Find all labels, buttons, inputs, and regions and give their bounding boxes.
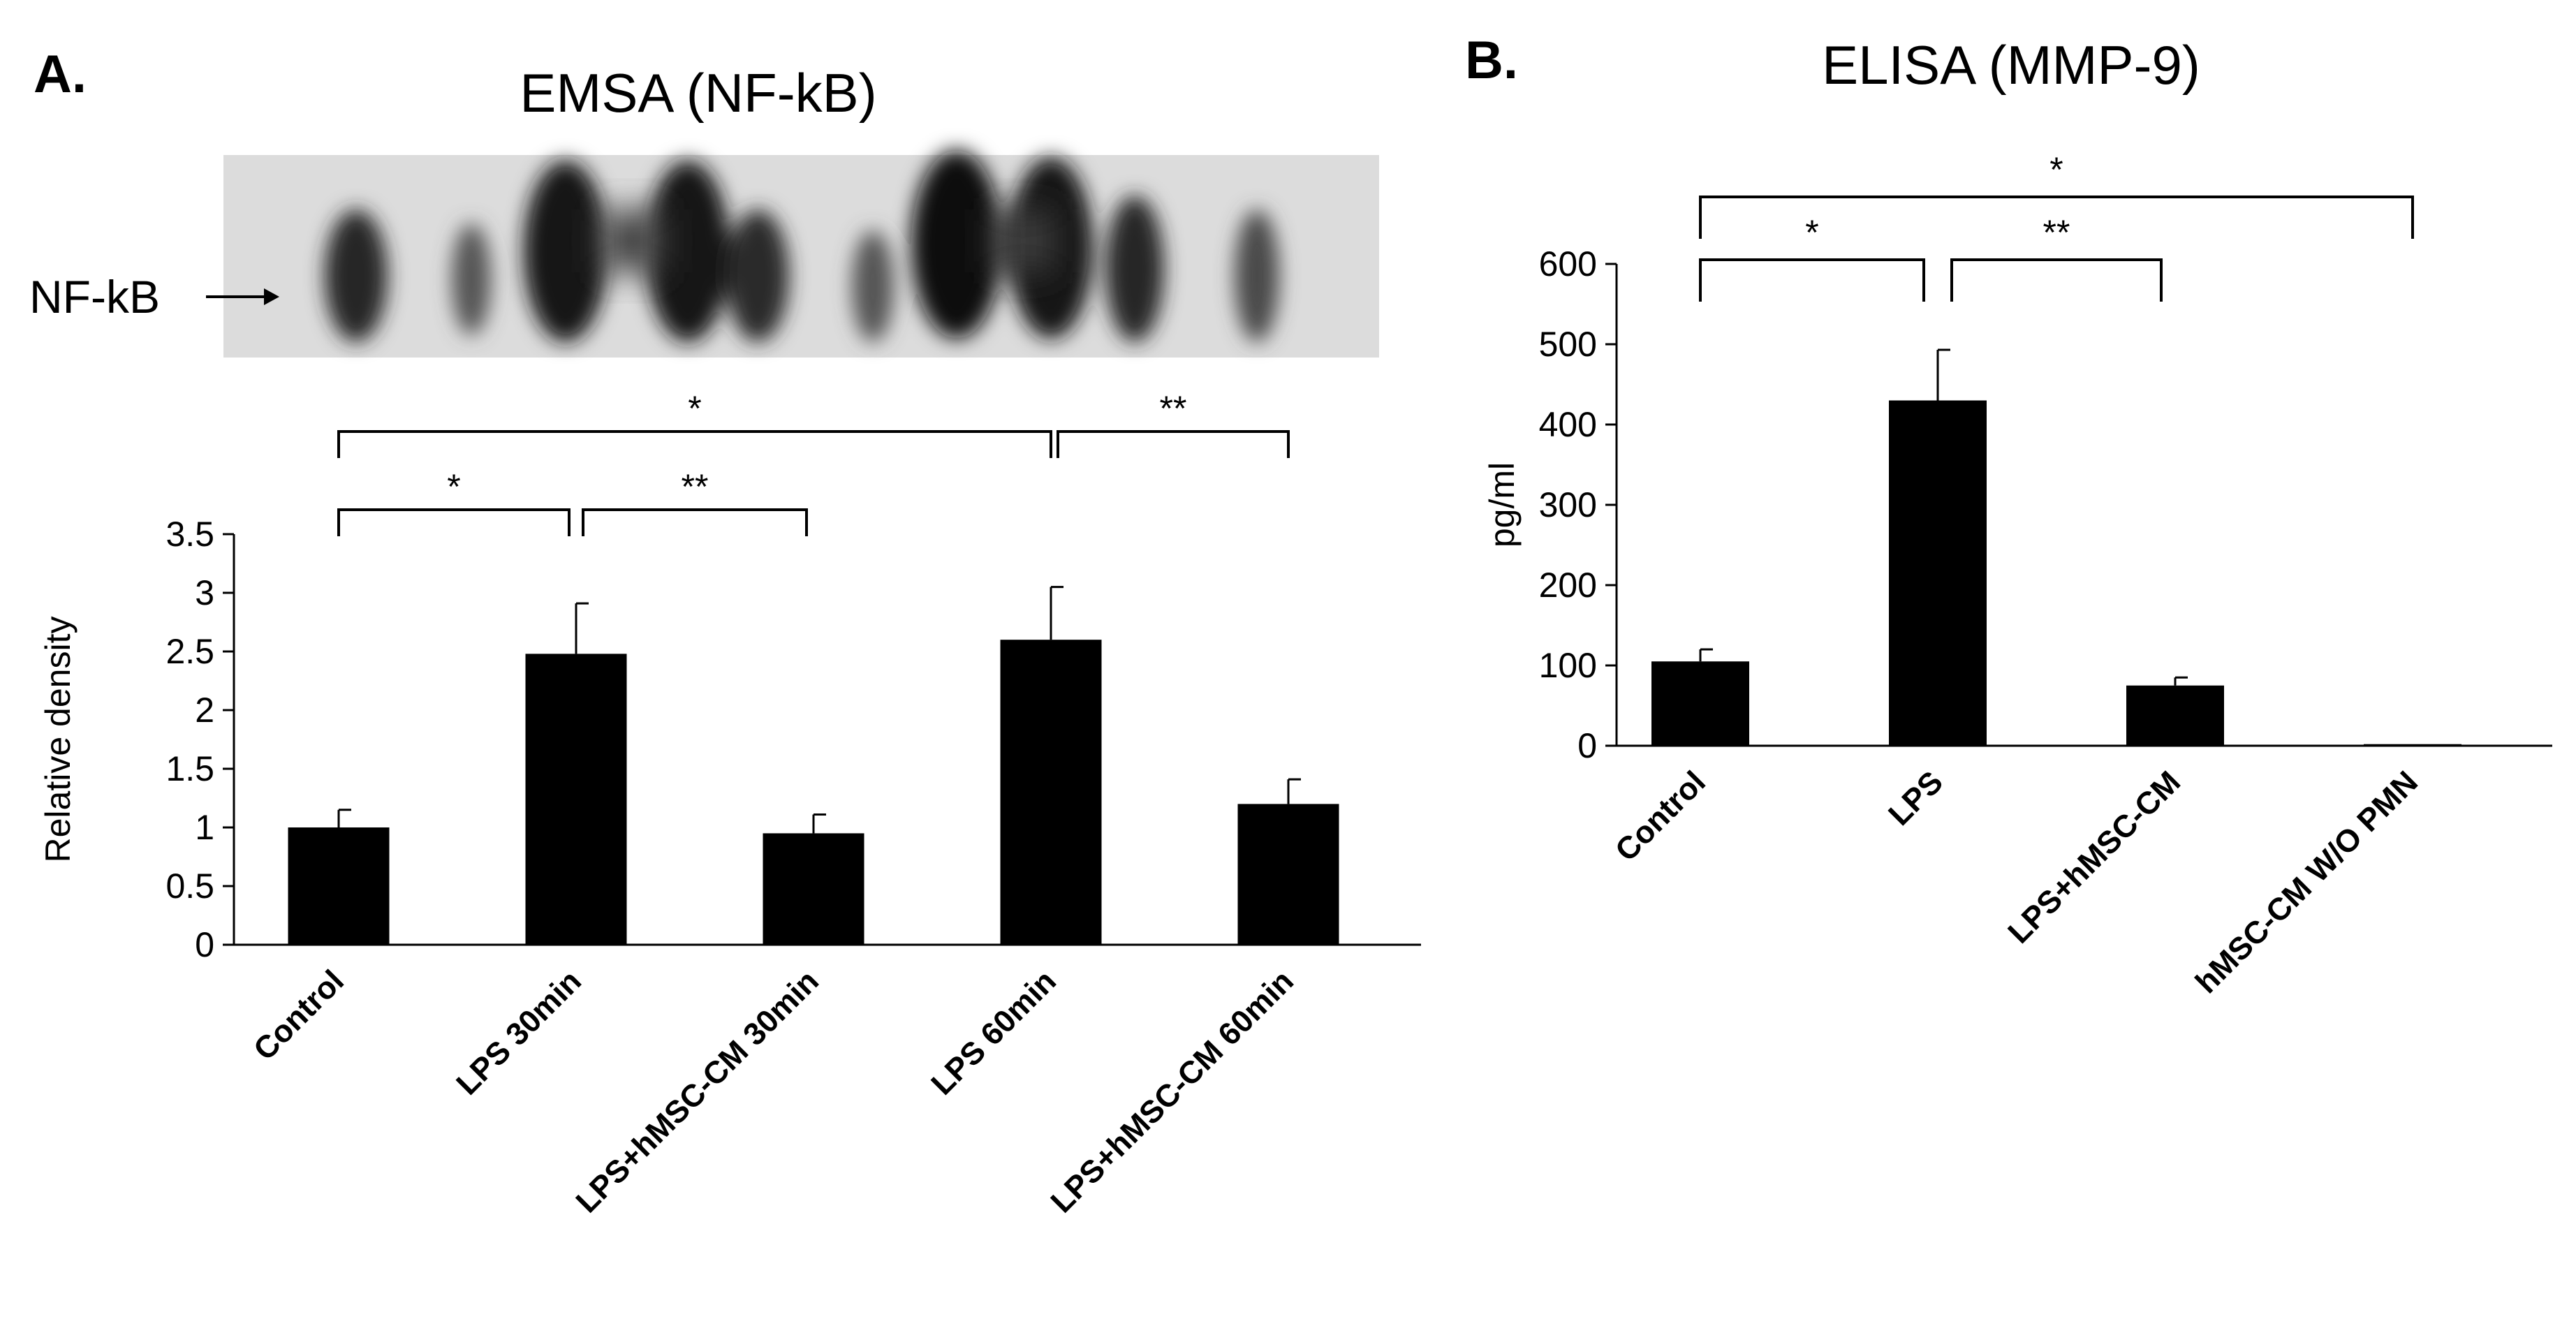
category-label: LPS [1881,764,1950,832]
y-tick-label: 200 [1539,566,1597,605]
y-axis-label: Relative density [38,617,78,863]
bar [763,833,864,945]
category-label: Control [246,963,351,1067]
chart-b: 0 100 200 300 400 500 600 pg/ml Control LPS LPS+hM… [1482,150,2552,1000]
category-label: hMSC-CM W/O PMN [2188,764,2424,1000]
significance-label: * [1805,213,1818,252]
y-tick-label: 600 [1539,244,1597,283]
panel-b-title: ELISA (MMP-9) [1822,34,2200,96]
category-label: Control [1608,764,1712,868]
y-tick-label: 1 [195,808,214,847]
significance-bracket [1950,258,2163,302]
significance-label: ** [1160,389,1187,428]
bar [525,654,627,945]
y-tick-label: 0 [195,925,214,964]
bar [1889,400,1987,746]
significance-label: ** [682,467,709,506]
y-tick-label: 300 [1539,485,1597,524]
category-label: LPS+hMSC-CM [2001,764,2187,950]
significance-bracket [1699,258,1925,302]
y-axis-label: pg/ml [1482,462,1522,547]
significance-bracket [582,508,808,536]
y-tick-label: 3.5 [165,515,214,554]
significance-bracket [337,508,571,536]
bar [2364,744,2461,746]
y-tick-label: 1.5 [165,749,214,788]
y-tick-label: 0 [1577,726,1597,765]
significance-label: * [447,467,460,506]
bar [2126,685,2224,746]
y-tick-label: 2.5 [165,632,214,671]
panel-a-title: EMSA (NF-kB) [520,62,876,124]
y-tick-label: 100 [1539,646,1597,685]
arrow-right-icon [206,288,279,305]
significance-bracket [1699,196,2414,239]
nfkb-label: NF-kB [29,271,160,323]
chart-a: 0 0.5 1 1.5 2 2.5 3 3.5 Relative density Control L… [38,389,1421,1220]
panel-a-letter: A. [34,45,87,104]
significance-label: * [688,389,701,428]
emsa-blot [223,150,1379,358]
bar [288,827,390,945]
significance-label: * [2049,150,2063,189]
panel-b-letter: B. [1465,31,1518,90]
y-tick-label: 500 [1539,325,1597,364]
category-label: LPS 30min [449,963,588,1102]
y-tick-label: 2 [195,691,214,730]
significance-label: ** [2043,213,2070,252]
significance-bracket [1057,430,1290,458]
bar [1651,661,1749,746]
y-tick-label: 0.5 [165,867,214,906]
bar [1237,804,1339,945]
y-tick-label: 3 [195,573,214,612]
y-tick-label: 400 [1539,405,1597,444]
bar [1000,640,1102,945]
category-label: LPS+hMSC-CM 30min [569,963,826,1220]
category-label: LPS+hMSC-CM 60min [1044,963,1301,1220]
category-label: LPS 60min [924,963,1063,1102]
significance-bracket [337,430,1052,458]
